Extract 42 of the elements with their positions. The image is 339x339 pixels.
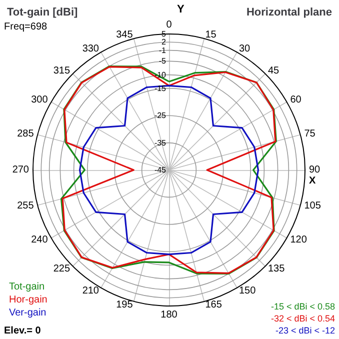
spoke-label: 330 [82, 43, 100, 54]
spoke-label: 255 [17, 200, 34, 212]
y-tick-label: 2 [162, 38, 167, 47]
spoke-label: 300 [31, 94, 48, 106]
text: -32 < dBi < 0.54 [270, 314, 335, 324]
spoke-label: 345 [116, 29, 134, 40]
text: -15 < dBi < 0.58 [270, 302, 335, 312]
spoke-label: 135 [268, 263, 286, 274]
text: Tot-gain [9, 282, 45, 292]
text: X [309, 176, 316, 186]
chart-title: Tot-gain [dBi] [7, 6, 78, 18]
chart-subtitle: Horizontal plane [246, 6, 332, 18]
spoke-label: 195 [116, 300, 134, 311]
spoke-label: 60 [290, 94, 302, 106]
text: -23 < dBi < -12 [275, 326, 336, 336]
spoke-label: 30 [239, 43, 251, 54]
spoke-label: 0 [166, 20, 172, 30]
y-tick-label: -35 [154, 138, 167, 148]
y-tick-label: -25 [154, 111, 167, 120]
text: Elev.= 0 [4, 326, 42, 336]
spoke-label: 225 [53, 263, 70, 274]
spoke-label: 75 [304, 128, 316, 140]
spoke-label: 120 [290, 234, 308, 246]
spoke-label: 240 [31, 234, 48, 246]
text: Freq=698 [4, 22, 48, 32]
spoke-label: 315 [53, 66, 70, 77]
spoke-label: 45 [268, 66, 280, 77]
spoke-label: 15 [205, 29, 217, 40]
y-tick-label: -5 [158, 56, 167, 66]
spoke-label: 150 [239, 286, 256, 297]
y-tick-label: -45 [154, 166, 167, 174]
spoke-label: 180 [160, 310, 178, 320]
spoke-label: 270 [12, 164, 30, 176]
y-tick-label: -1 [158, 46, 167, 55]
text: Hor-gain [9, 294, 48, 306]
text: Y [177, 4, 185, 16]
spoke-label: 105 [304, 200, 322, 212]
spoke-label: 285 [17, 128, 34, 140]
text: Ver-gain [9, 308, 46, 318]
spoke-label: 210 [82, 286, 100, 297]
spoke-label: 165 [205, 300, 222, 311]
spoke-label: 90 [309, 164, 321, 176]
